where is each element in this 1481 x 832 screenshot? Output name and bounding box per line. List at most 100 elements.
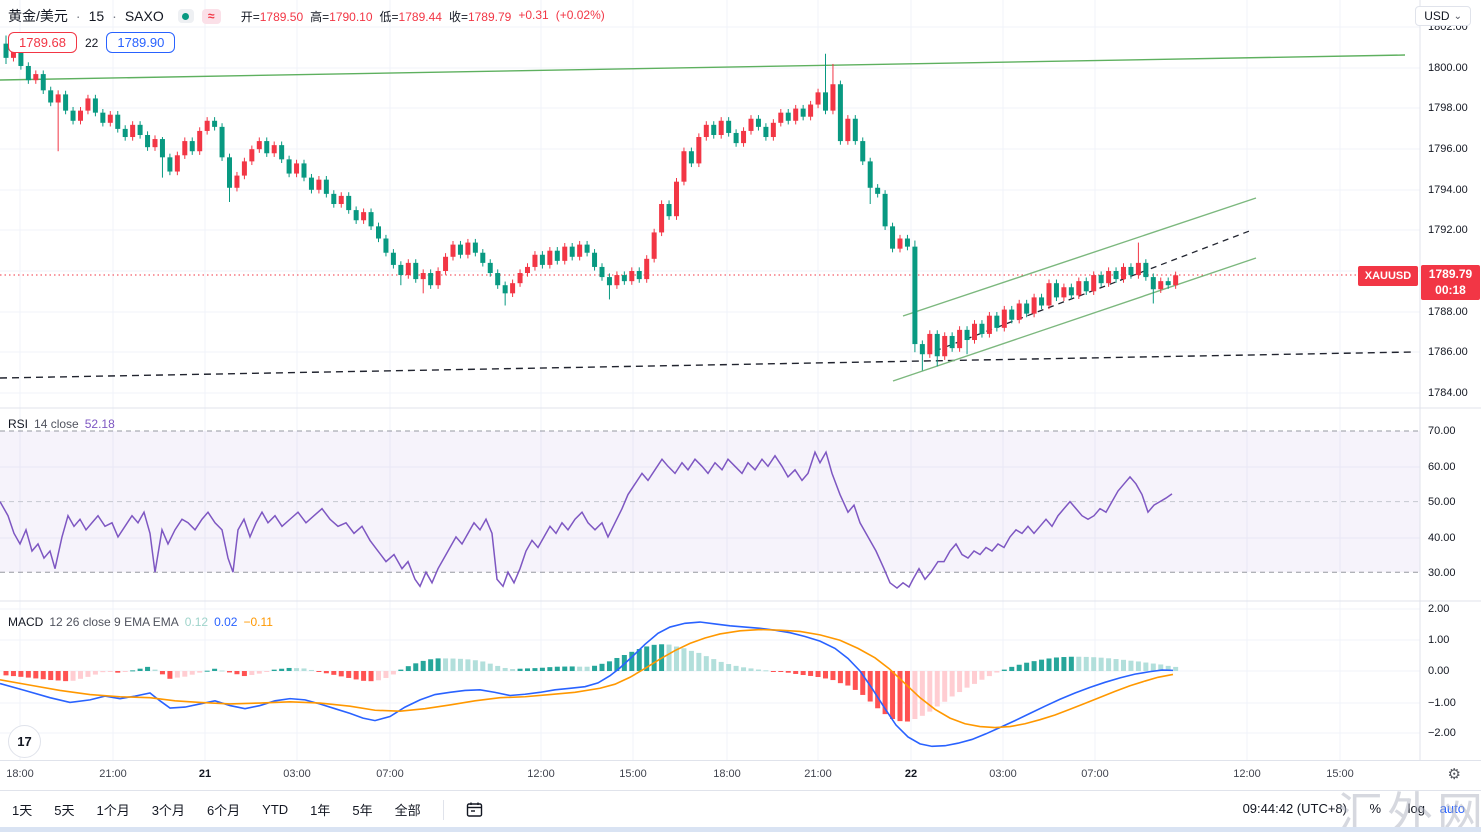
candle-body [465,242,471,255]
axis-price-label: 60.00 [1428,461,1456,473]
axis-price-label: 1794.00 [1428,184,1468,196]
candle-body [748,118,754,131]
axis-price-label: 1786.00 [1428,346,1468,358]
macd-histogram-bar [681,648,687,671]
macd-histogram-bar [294,668,300,671]
macd-histogram-bar [137,668,143,671]
candle-body [994,315,1000,328]
candle-body [867,161,873,188]
macd-histogram-bar [55,671,61,681]
macd-histogram-bar [10,671,16,677]
candle-body [159,139,165,158]
rsi-legend[interactable]: RSI 14 close 52.18 [8,417,115,431]
axis-price-label: 1796.00 [1428,143,1468,155]
range-button-1年[interactable]: 1年 [310,803,331,818]
time-axis-label: 15:00 [1326,768,1354,780]
symbol-name[interactable]: 黄金/美元 [8,8,68,24]
candle-body [301,163,307,178]
market-status-badge[interactable] [177,9,194,23]
time-axis-label: 12:00 [527,768,555,780]
macd-histogram-bar [733,665,739,671]
macd-histogram-bar [85,671,91,677]
range-buttons: 1天 5天 1个月 3个月 6个月 YTD 1年 5年 全部 [12,791,483,828]
macd-histogram-bar [78,671,83,679]
toolbar-divider [442,799,444,820]
macd-histogram-bar [927,671,933,712]
candle-body [1121,266,1126,280]
macd-histogram-bar [919,671,925,716]
percent-scale-button[interactable]: % [1369,801,1381,816]
macd-line-value: 0.02 [214,615,238,629]
tradingview-logo[interactable]: 17 [8,725,41,758]
macd-histogram-bar [227,671,232,673]
macd-histogram-bar [1076,656,1082,671]
macd-histogram-bar [964,671,970,688]
candle-body [361,212,367,221]
range-button-5年[interactable]: 5年 [352,803,373,818]
price-axis[interactable]: 1802.00 1800.00 1798.00 1796.00 1794.00 1792.… [1420,0,1481,408]
macd-histogram-bar [644,646,650,671]
currency-dropdown[interactable]: USD ⌄ [1415,6,1471,26]
candle-body [197,130,203,152]
range-button-3个月[interactable]: 3个月 [151,803,185,818]
candle-body [85,98,91,111]
delayed-data-icon[interactable]: ≈ [201,8,221,24]
low-value: 1789.44 [398,9,442,24]
macd-histogram-bar [457,658,463,671]
macd-legend[interactable]: MACD 12 26 close 9 EMA EMA 0.12 0.02 −0.… [8,615,273,629]
candle-body [837,84,843,142]
macd-histogram-bar [1016,664,1022,671]
macd-histogram-bar [130,670,136,672]
candle-body [472,242,478,253]
candle-body [696,137,702,164]
interval-value[interactable]: 15 [88,8,105,24]
macd-axis[interactable]: 2.00 1.00 0.00 −1.00 −2.00 [1420,601,1481,760]
time-axis[interactable]: ⚙ 18:00 21:00 21 03:00 07:00 12:00 15:00 18:00 2… [0,760,1481,791]
clock[interactable]: 09:44:42 (UTC+8) [1242,801,1347,816]
macd-histogram-bar [241,671,247,677]
buy-price-button[interactable]: 1789.90 [106,32,176,53]
rsi-axis[interactable]: 70.00 60.00 50.00 40.00 30.00 [1420,408,1481,601]
macd-histogram-bar [204,670,210,672]
axis-price-label: −1.00 [1428,697,1456,709]
macd-histogram-bar [48,671,54,681]
gear-icon[interactable]: ⚙ [1447,766,1461,783]
candle-body [688,151,694,164]
macd-histogram-bar [942,671,948,702]
time-axis-label: 03:00 [283,768,311,780]
time-axis-label: 21:00 [99,768,127,780]
candle-body [592,252,598,267]
macd-histogram-bar [3,671,9,676]
macd-params: 12 26 close 9 EMA EMA [49,615,179,629]
time-axis-label: 07:00 [1081,768,1109,780]
candle-body [845,118,851,142]
go-to-date-calendar-icon[interactable] [466,801,483,818]
macd-histogram-bar [1083,656,1089,671]
candle-body [398,264,404,276]
candle-body [18,49,24,66]
legend-separator2: · [112,8,117,24]
range-button-全部[interactable]: 全部 [394,803,421,818]
candle-body [1173,275,1179,286]
axis-price-label: −2.00 [1428,727,1456,739]
auto-scale-button[interactable]: auto [1439,801,1465,816]
candle-body [986,315,992,334]
log-scale-button[interactable]: log [1407,801,1425,816]
candle-body [1158,281,1164,290]
range-button-1天[interactable]: 1天 [12,803,33,818]
candle-body [942,335,948,357]
sell-price-button[interactable]: 1789.68 [8,32,77,53]
range-button-6个月[interactable]: 6个月 [206,803,241,818]
candle-body [1016,303,1022,320]
range-button-YTD[interactable]: YTD [262,802,289,817]
range-button-5天[interactable]: 5天 [54,803,75,818]
range-button-1个月[interactable]: 1个月 [96,803,130,818]
macd-histogram-bar [547,667,553,671]
candle-body [763,126,769,138]
macd-histogram-bar [167,671,173,679]
macd-histogram-bar [234,671,240,675]
macd-histogram-bar [435,658,441,671]
axis-price-label: 40.00 [1428,532,1456,544]
candle-body [1046,283,1052,306]
